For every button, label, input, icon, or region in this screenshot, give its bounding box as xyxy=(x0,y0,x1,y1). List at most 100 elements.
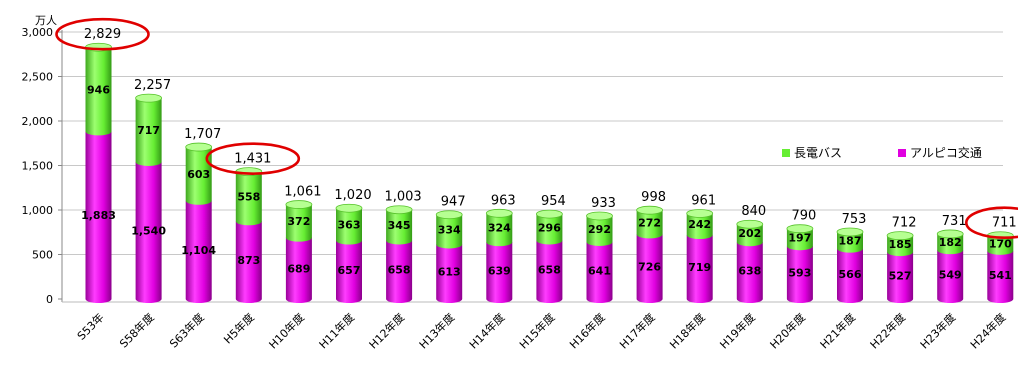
x-category-label: S53年 xyxy=(74,310,107,343)
bar-top-cap xyxy=(486,209,512,217)
value-label-alpico: 541 xyxy=(989,269,1012,282)
bar-top-cap xyxy=(687,209,713,217)
value-label-nagaden: 296 xyxy=(538,221,561,234)
bar-top-cap xyxy=(186,143,212,151)
value-label-nagaden: 363 xyxy=(338,218,361,231)
y-tick-label: 2,500 xyxy=(22,71,54,84)
x-category-label: S63年度 xyxy=(167,310,207,350)
value-label-alpico: 638 xyxy=(738,265,761,278)
value-label-nagaden: 372 xyxy=(287,215,310,228)
bar-top-cap xyxy=(536,210,562,218)
total-label: 2,257 xyxy=(134,78,171,93)
total-label: 1,431 xyxy=(234,152,271,167)
value-label-alpico: 658 xyxy=(538,264,561,277)
bar-top-cap xyxy=(286,201,312,209)
value-label-nagaden: 345 xyxy=(388,219,411,232)
x-category-label: H17年度 xyxy=(617,310,658,351)
x-category-label: H14年度 xyxy=(466,310,507,351)
value-label-alpico: 1,883 xyxy=(81,209,116,222)
y-unit-label: 万人 xyxy=(35,14,57,27)
x-category-label: H12年度 xyxy=(366,310,407,351)
x-category-label: H20年度 xyxy=(767,310,808,351)
value-label-alpico: 641 xyxy=(588,264,611,277)
value-label-alpico: 657 xyxy=(338,264,361,277)
value-label-nagaden: 182 xyxy=(939,236,962,249)
value-label-nagaden: 946 xyxy=(87,83,110,96)
value-label-nagaden: 242 xyxy=(688,218,711,231)
x-category-label: H10年度 xyxy=(266,310,307,351)
value-label-alpico: 726 xyxy=(638,261,661,274)
value-label-alpico: 613 xyxy=(438,266,461,279)
legend-label: アルピコ交通 xyxy=(910,145,982,160)
value-label-alpico: 1,104 xyxy=(181,244,216,257)
y-tick-label: 1,500 xyxy=(22,160,54,173)
value-label-alpico: 719 xyxy=(688,261,711,274)
total-label: 790 xyxy=(791,209,816,224)
total-label: 954 xyxy=(541,194,566,209)
total-label: 2,829 xyxy=(84,27,121,42)
value-label-alpico: 873 xyxy=(237,254,260,267)
y-tick-label: 2,000 xyxy=(22,115,54,128)
value-label-nagaden: 170 xyxy=(989,237,1012,250)
value-label-alpico: 593 xyxy=(788,267,811,280)
x-category-label: H15年度 xyxy=(516,310,557,351)
x-category-label: H24年度 xyxy=(967,310,1008,351)
bar-top-cap xyxy=(637,206,663,214)
y-tick-label: 0 xyxy=(46,293,53,306)
total-label: 998 xyxy=(641,190,666,205)
x-category-label: H18年度 xyxy=(667,310,708,351)
value-label-alpico: 639 xyxy=(488,265,511,278)
legend: 長電バス アルピコ交通 xyxy=(782,145,982,160)
total-label: 840 xyxy=(741,204,766,219)
bar-top-cap xyxy=(136,94,162,102)
bar-top-cap xyxy=(436,211,462,219)
value-label-nagaden: 185 xyxy=(889,238,912,251)
total-label: 712 xyxy=(892,216,917,231)
value-label-nagaden: 324 xyxy=(488,222,511,235)
x-category-label: H5年度 xyxy=(221,310,257,346)
x-category-label: H16年度 xyxy=(566,310,607,351)
total-label: 1,707 xyxy=(184,127,221,142)
bar-top-cap xyxy=(587,212,613,220)
y-tick-label: 500 xyxy=(32,249,53,262)
value-label-alpico: 658 xyxy=(388,264,411,277)
value-label-alpico: 566 xyxy=(839,268,862,281)
bar-top-cap xyxy=(386,206,412,214)
legend-swatch xyxy=(898,149,906,157)
total-label: 947 xyxy=(441,195,466,210)
x-category-label: H13年度 xyxy=(416,310,457,351)
value-label-nagaden: 292 xyxy=(588,223,611,236)
total-label: 1,061 xyxy=(284,185,321,200)
total-label: 961 xyxy=(691,193,716,208)
x-category-label: H11年度 xyxy=(316,310,357,351)
legend-swatch xyxy=(782,149,790,157)
value-label-nagaden: 717 xyxy=(137,124,160,137)
total-label: 1,003 xyxy=(384,190,421,205)
value-label-nagaden: 603 xyxy=(187,168,210,181)
value-label-nagaden: 272 xyxy=(638,216,661,229)
value-label-nagaden: 187 xyxy=(839,234,862,247)
total-label: 753 xyxy=(842,212,867,227)
total-label: 711 xyxy=(992,216,1017,231)
value-label-nagaden: 202 xyxy=(738,227,761,240)
x-category-label: H21年度 xyxy=(817,310,858,351)
value-label-alpico: 527 xyxy=(889,270,912,283)
value-label-nagaden: 334 xyxy=(438,224,461,237)
legend-label: 長電バス xyxy=(794,146,842,160)
value-label-alpico: 549 xyxy=(939,269,962,282)
total-label: 1,020 xyxy=(334,188,371,203)
total-label: 731 xyxy=(942,214,967,229)
y-tick-label: 3,000 xyxy=(22,26,54,39)
value-label-nagaden: 197 xyxy=(788,231,811,244)
x-category-label: H23年度 xyxy=(917,310,958,351)
x-category-label: H22年度 xyxy=(867,310,908,351)
total-label: 933 xyxy=(591,196,616,211)
x-category-label: S58年度 xyxy=(116,310,156,350)
value-label-alpico: 689 xyxy=(287,262,310,275)
total-label: 963 xyxy=(491,193,516,208)
y-tick-label: 1,000 xyxy=(22,204,54,217)
value-label-alpico: 1,540 xyxy=(131,224,166,237)
